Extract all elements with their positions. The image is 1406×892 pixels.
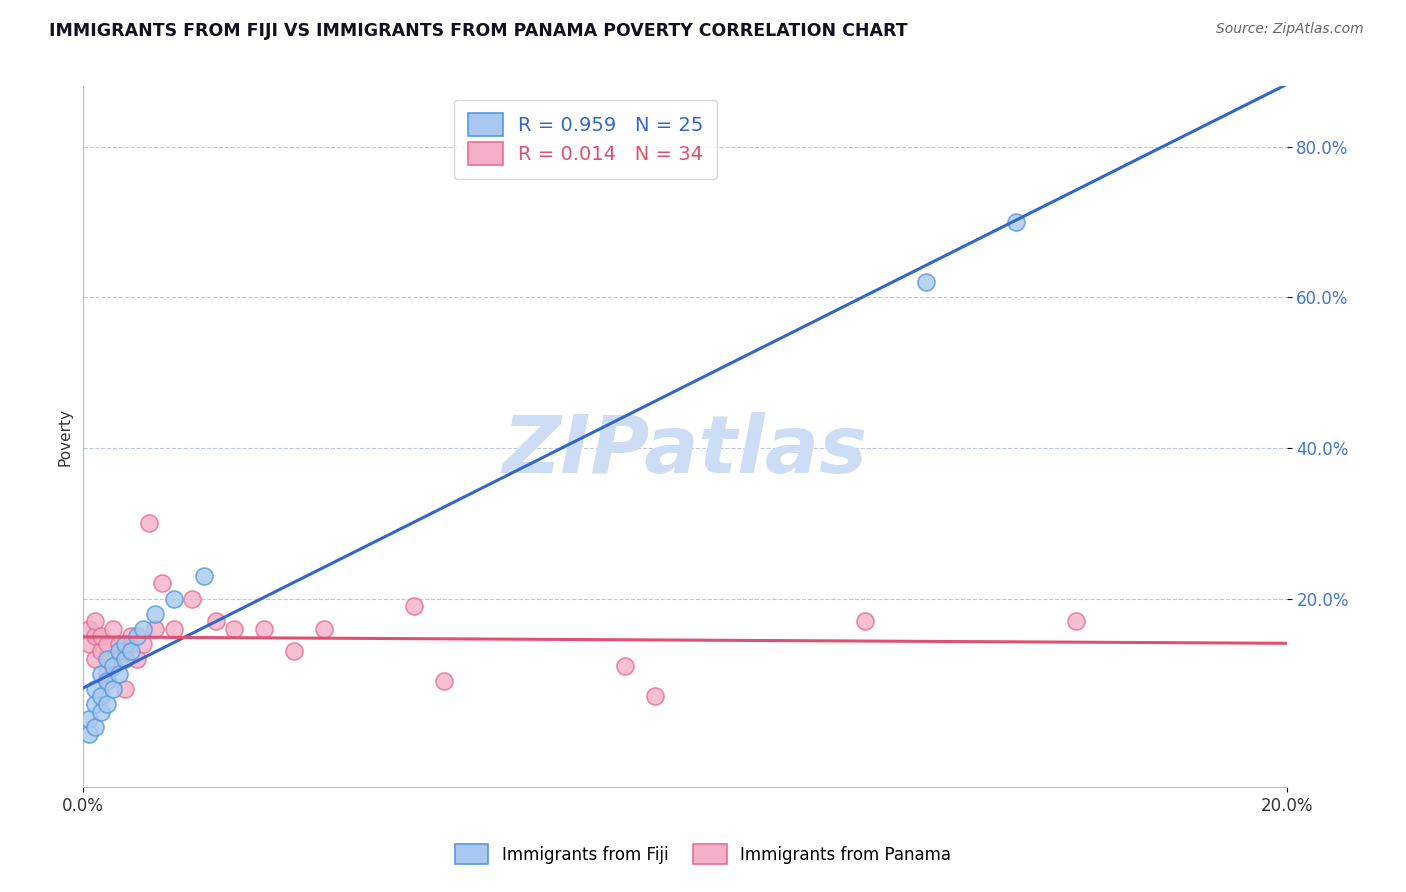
Point [132, 622, 155, 636]
Point [253, 622, 276, 636]
Point [283, 644, 305, 658]
Point [162, 622, 184, 636]
Point [222, 622, 245, 636]
Legend: R = 0.959   N = 25, R = 0.014   N = 34: R = 0.959 N = 25, R = 0.014 N = 34 [454, 100, 717, 178]
Legend: Immigrants from Fiji, Immigrants from Panama: Immigrants from Fiji, Immigrants from Pa… [449, 838, 957, 871]
Point [114, 644, 136, 658]
Point [855, 614, 877, 628]
Point [90, 705, 112, 719]
Point [914, 275, 936, 289]
Point [79, 637, 101, 651]
Point [103, 659, 125, 673]
Point [103, 681, 125, 696]
Point [132, 637, 155, 651]
Point [79, 622, 101, 636]
Point [90, 666, 112, 681]
Point [120, 629, 142, 643]
Point [96, 637, 118, 651]
Point [204, 614, 226, 628]
Y-axis label: Poverty: Poverty [58, 408, 72, 466]
Point [84, 720, 107, 734]
Point [108, 644, 131, 658]
Point [103, 659, 125, 673]
Point [138, 516, 160, 531]
Point [114, 681, 136, 696]
Point [84, 652, 107, 666]
Point [79, 712, 101, 726]
Point [644, 690, 666, 704]
Point [162, 591, 184, 606]
Point [114, 652, 136, 666]
Point [96, 666, 118, 681]
Point [120, 644, 142, 658]
Point [79, 727, 101, 741]
Point [127, 652, 149, 666]
Point [404, 599, 426, 613]
Point [127, 629, 149, 643]
Point [145, 622, 167, 636]
Point [84, 681, 107, 696]
Point [1064, 614, 1087, 628]
Point [114, 637, 136, 651]
Point [433, 674, 456, 689]
Point [90, 629, 112, 643]
Point [180, 591, 202, 606]
Point [84, 614, 107, 628]
Point [1005, 215, 1028, 229]
Point [84, 697, 107, 711]
Point [96, 674, 118, 689]
Point [103, 622, 125, 636]
Point [108, 652, 131, 666]
Point [96, 697, 118, 711]
Point [150, 576, 173, 591]
Point [108, 637, 131, 651]
Point [312, 622, 335, 636]
Point [90, 690, 112, 704]
Point [193, 569, 215, 583]
Point [613, 659, 636, 673]
Text: IMMIGRANTS FROM FIJI VS IMMIGRANTS FROM PANAMA POVERTY CORRELATION CHART: IMMIGRANTS FROM FIJI VS IMMIGRANTS FROM … [49, 22, 908, 40]
Text: Source: ZipAtlas.com: Source: ZipAtlas.com [1216, 22, 1364, 37]
Point [90, 644, 112, 658]
Point [96, 652, 118, 666]
Point [108, 666, 131, 681]
Point [145, 607, 167, 621]
Point [84, 629, 107, 643]
Text: ZIPatlas: ZIPatlas [502, 411, 868, 490]
